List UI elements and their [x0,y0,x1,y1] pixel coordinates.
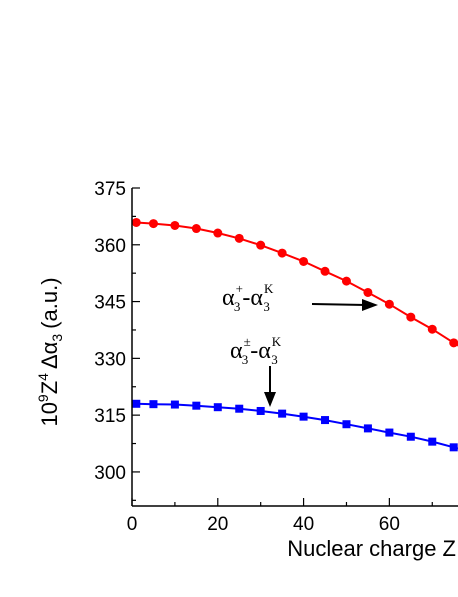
x-axis-title: Nuclear charge Z [287,536,456,561]
x-tick-label: 60 [379,514,400,535]
series-0-point [131,217,141,227]
annotation-lower-arrowhead [264,392,276,407]
series-1-point [321,416,330,425]
series-1-point [428,437,437,446]
annotation-lower-label: α± 3-αK 3 [230,334,282,367]
y-axis-title: 109Z4 Δα3 (a.u.) [35,277,65,426]
y-tick-label: 345 [94,293,126,314]
series-0-point [277,248,287,258]
series-1-point [256,406,265,415]
annotation-upper-arrowhead [362,299,378,311]
y-title-sub: 3 [49,334,65,342]
series-1-point [342,420,351,429]
x-tick-label: 40 [293,514,314,535]
y-title-prefix-base: 10 [37,402,62,426]
annotation-upper-arrow [311,303,367,306]
y-tick-label: 375 [94,179,126,200]
y-tick-label: 360 [94,236,126,257]
series-0-point [299,256,309,266]
series-0-point [234,233,244,243]
series-1-point [192,401,201,410]
x-tick-label: 20 [207,514,228,535]
series-0-point [406,312,416,322]
annotation-upper: α+ 3-αK 3 [222,281,378,314]
series-1-point [385,428,394,437]
series-0-point [363,287,373,297]
series-1-point [299,412,308,421]
series-1-point [170,400,179,409]
series-0-point [191,224,201,234]
series-0-line [136,221,458,347]
axes [131,188,458,507]
series-0-point [213,228,223,238]
x-tick-label: 0 [127,514,138,535]
annotation-upper-label: α+ 3-αK 3 [222,281,274,314]
series-1-point [149,400,158,409]
series-1-point [363,424,372,433]
series-1-point [213,403,222,412]
series-1-point [449,443,458,452]
series-0-point [384,299,394,309]
series-0-point [256,240,266,250]
y-tick-label: 315 [94,406,126,427]
series-0-point [320,266,330,276]
y-tick-label: 300 [94,463,126,484]
series-0-point [148,219,158,229]
y-title-prefix-exp: 9 [35,394,51,402]
y-title-z-exp: 4 [35,373,51,381]
ticks: 300 315 330 345 360 375 0 20 40 60 [94,179,433,535]
y-tick-label: 330 [94,349,126,370]
series-0-point [341,276,351,286]
y-title-unit: (a.u.) [37,277,62,328]
y-title-z-base: Z [37,381,62,394]
series-1-point [278,409,287,418]
series-0-point [170,220,180,230]
series-1-point [406,432,415,441]
y-title-delta: Δα [37,341,62,369]
series-1-point [132,399,141,408]
annotation-lower: α± 3-αK 3 [230,334,282,407]
series-0-point [449,338,458,348]
series-markers [131,217,458,452]
series-1-point [235,404,244,413]
series-1-line [136,402,458,450]
series-0-point [427,324,437,334]
series-curves [136,221,458,450]
